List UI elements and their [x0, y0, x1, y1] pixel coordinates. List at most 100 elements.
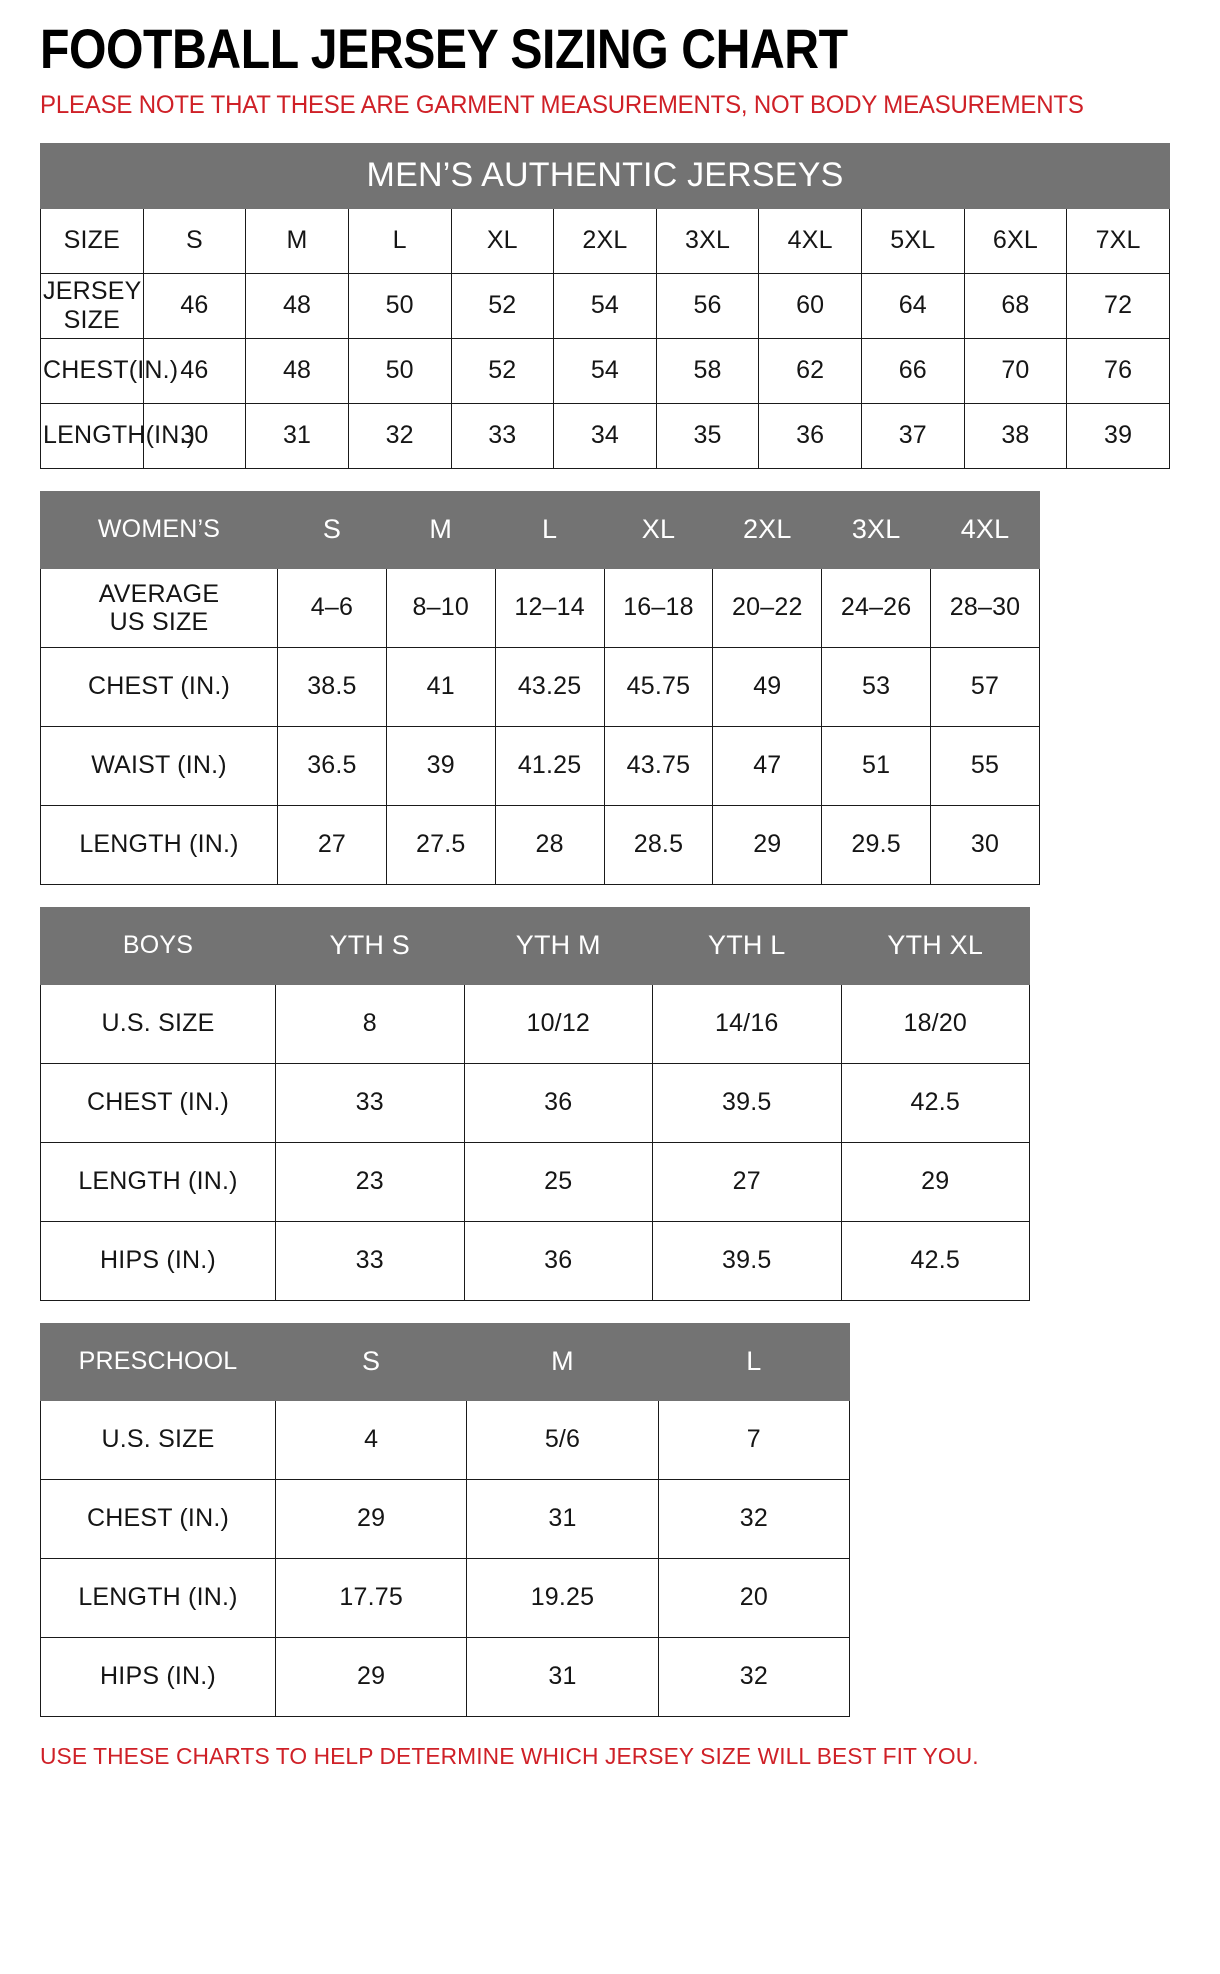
cell-women-r4-c7: 30 — [930, 804, 1040, 885]
table-row: AVERAGE US SIZE 4–6 8–10 12–14 16–18 20–22 24–2… — [40, 567, 1040, 648]
table-row: JERSEY SIZE 46 48 50 52 54 56 60 64 68 72 — [40, 272, 1170, 339]
table-row: HIPS (IN.) 33 36 39.5 42.5 — [40, 1220, 1030, 1301]
table-row: CHEST (IN.) 38.5 41 43.25 45.75 49 53 57 — [40, 646, 1040, 727]
cell-boys-r3-c2: 25 — [463, 1141, 653, 1222]
disclaimer-text: PLEASE NOTE THAT THESE ARE GARMENT MEASU… — [40, 90, 1084, 119]
women-column-header-2: M — [385, 490, 496, 569]
cell-women-r3-c3: 41.25 — [494, 725, 605, 806]
cell-preschool-r1-c1: 4 — [274, 1399, 468, 1480]
men-column-header-7: 4XL — [758, 207, 862, 274]
cell-boys-r1-c3: 14/16 — [652, 983, 842, 1064]
women-header-row: WOMEN’S S M L XL 2XL 3XL 4XL — [40, 490, 1040, 569]
cell-women-r1-c5: 20–22 — [712, 567, 823, 648]
cell-women-r2-c1: 38.5 — [277, 646, 387, 727]
table-row: U.S. SIZE 4 5/6 7 — [40, 1399, 851, 1480]
cell-women-r4-c3: 28 — [494, 804, 605, 885]
women-row-label-1: AVERAGE US SIZE — [40, 567, 278, 648]
table-row: CHEST(IN.) 46 48 50 52 54 58 62 66 70 76 — [40, 337, 1170, 404]
preschool-corner-label: PRESCHOOL — [40, 1322, 276, 1401]
cell-men-r2-c2: 48 — [245, 337, 349, 404]
row-label-line: AVERAGE — [98, 579, 220, 608]
cell-men-r1-c6: 56 — [655, 272, 760, 339]
cell-women-r4-c1: 27 — [277, 804, 387, 885]
cell-women-r1-c3: 12–14 — [494, 567, 605, 648]
table-row: HIPS (IN.) 29 31 32 — [40, 1636, 851, 1717]
cell-men-r2-c6: 58 — [655, 337, 760, 404]
cell-men-r1-c9: 68 — [963, 272, 1068, 339]
cell-preschool-r2-c3: 32 — [657, 1478, 851, 1559]
table-row: LENGTH (IN.) 17.75 19.25 20 — [40, 1557, 851, 1638]
cell-preschool-r4-c2: 31 — [466, 1636, 659, 1717]
cell-women-r4-c6: 29.5 — [821, 804, 932, 885]
men-corner-label: SIZE — [40, 207, 144, 274]
women-row-label-3: WAIST (IN.) — [40, 725, 278, 806]
cell-women-r1-c7: 28–30 — [930, 567, 1040, 648]
men-column-header-2: M — [245, 207, 349, 274]
cell-men-r2-c9: 70 — [963, 337, 1068, 404]
men-column-header-9: 6XL — [963, 207, 1068, 274]
table-row: LENGTH (IN.) 27 27.5 28 28.5 29 29.5 30 — [40, 804, 1040, 885]
cell-preschool-r3-c3: 20 — [657, 1557, 851, 1638]
men-banner-row: MEN’S AUTHENTIC JERSEYS — [40, 142, 1170, 209]
cell-women-r3-c1: 36.5 — [277, 725, 387, 806]
cell-men-r3-c3: 32 — [347, 402, 452, 469]
cell-men-r1-c10: 72 — [1066, 272, 1170, 339]
boys-sizing-table: BOYS YTH S YTH M YTH L YTH XL U.S. SIZE 8 10/12… — [40, 906, 1030, 1301]
cell-men-r3-c10: 39 — [1066, 402, 1170, 469]
cell-women-r1-c1: 4–6 — [277, 567, 387, 648]
men-header-row: SIZE S M L XL 2XL 3XL 4XL 5XL 6XL 7XL — [40, 207, 1170, 274]
cell-men-r1-c8: 64 — [861, 272, 965, 339]
preschool-column-header-1: S — [274, 1322, 468, 1401]
cell-men-r3-c6: 35 — [655, 402, 760, 469]
womens-sizing-table: WOMEN’S S M L XL 2XL 3XL 4XL AVERAGE US SIZE 4–6 8–… — [40, 490, 1040, 885]
boys-row-label-3: LENGTH (IN.) — [40, 1141, 276, 1222]
cell-men-r2-c8: 66 — [861, 337, 965, 404]
cell-women-r2-c5: 49 — [712, 646, 823, 727]
table-row: CHEST (IN.) 33 36 39.5 42.5 — [40, 1062, 1030, 1143]
table-row: WAIST (IN.) 36.5 39 41.25 43.75 47 51 55 — [40, 725, 1040, 806]
men-banner-label: MEN’S AUTHENTIC JERSEYS — [40, 142, 1170, 209]
cell-boys-r2-c4: 42.5 — [840, 1062, 1030, 1143]
preschool-sizing-table: PRESCHOOL S M L U.S. SIZE 4 5/6 7 CHEST (IN.) 29 3… — [40, 1322, 851, 1717]
preschool-column-header-2: M — [466, 1322, 659, 1401]
women-corner-label: WOMEN’S — [40, 490, 278, 569]
preschool-row-label-3: LENGTH (IN.) — [40, 1557, 276, 1638]
cell-preschool-r1-c2: 5/6 — [466, 1399, 659, 1480]
cell-men-r1-c2: 48 — [245, 272, 349, 339]
cell-boys-r3-c3: 27 — [652, 1141, 842, 1222]
cell-preschool-r3-c2: 19.25 — [466, 1557, 659, 1638]
men-column-header-1: S — [142, 207, 247, 274]
women-column-header-4: XL — [603, 490, 714, 569]
women-row-label-4: LENGTH (IN.) — [40, 804, 278, 885]
cell-women-r1-c2: 8–10 — [385, 567, 496, 648]
cell-boys-r4-c3: 39.5 — [652, 1220, 842, 1301]
cell-women-r3-c7: 55 — [930, 725, 1040, 806]
cell-men-r3-c8: 37 — [861, 402, 965, 469]
cell-men-r2-c5: 54 — [553, 337, 657, 404]
cell-boys-r3-c4: 29 — [840, 1141, 1030, 1222]
cell-women-r1-c4: 16–18 — [603, 567, 714, 648]
cell-preschool-r1-c3: 7 — [657, 1399, 851, 1480]
women-column-header-7: 4XL — [930, 490, 1040, 569]
cell-men-r2-c4: 52 — [450, 337, 555, 404]
table-row: LENGTH(IN.) 30 31 32 33 34 35 36 37 38 39 — [40, 402, 1170, 469]
women-row-label-2: CHEST (IN.) — [40, 646, 278, 727]
cell-women-r2-c6: 53 — [821, 646, 932, 727]
cell-women-r2-c2: 41 — [385, 646, 496, 727]
cell-men-r1-c5: 54 — [553, 272, 657, 339]
boys-row-label-2: CHEST (IN.) — [40, 1062, 276, 1143]
men-row-label-2: CHEST(IN.) — [40, 337, 178, 404]
page-title: FOOTBALL JERSEY SIZING CHART — [40, 17, 848, 80]
cell-women-r4-c4: 28.5 — [603, 804, 714, 885]
preschool-row-label-1: U.S. SIZE — [40, 1399, 276, 1480]
row-label-line: US SIZE — [109, 607, 209, 636]
men-column-header-5: 2XL — [553, 207, 657, 274]
cell-women-r3-c4: 43.75 — [603, 725, 714, 806]
men-row-label-3: LENGTH(IN.) — [40, 402, 195, 469]
cell-men-r3-c9: 38 — [963, 402, 1068, 469]
cell-men-r1-c7: 60 — [758, 272, 862, 339]
cell-men-r2-c7: 62 — [758, 337, 862, 404]
table-row: LENGTH (IN.) 23 25 27 29 — [40, 1141, 1030, 1222]
cell-preschool-r2-c1: 29 — [274, 1478, 468, 1559]
